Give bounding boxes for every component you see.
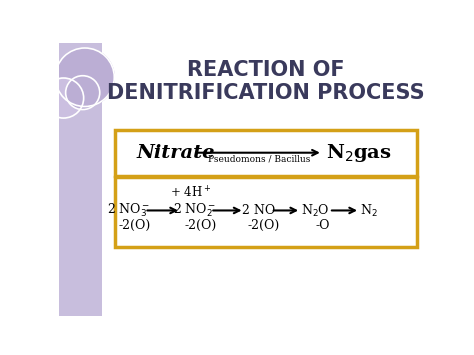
- Text: N$_2$O: N$_2$O: [301, 202, 329, 219]
- Bar: [115, 178, 417, 247]
- Text: -2(O): -2(O): [184, 219, 217, 231]
- Text: N$_2$gas: N$_2$gas: [326, 142, 392, 164]
- Text: N$_2$: N$_2$: [360, 202, 378, 219]
- Text: REACTION OF: REACTION OF: [187, 60, 345, 80]
- Text: DENITRIFICATION PROCESS: DENITRIFICATION PROCESS: [108, 83, 425, 103]
- Bar: [59, 43, 102, 316]
- Circle shape: [55, 48, 114, 106]
- Text: -2(O): -2(O): [118, 219, 151, 231]
- Text: 2 NO$_2^-$: 2 NO$_2^-$: [173, 202, 217, 219]
- Text: + 4H$^+$: + 4H$^+$: [171, 185, 211, 201]
- Text: 2 NO: 2 NO: [242, 204, 275, 217]
- Bar: [115, 130, 417, 176]
- Text: Nitrate: Nitrate: [137, 144, 215, 162]
- Text: -2(O): -2(O): [248, 219, 280, 231]
- Text: 2 NO$_3^-$: 2 NO$_3^-$: [107, 202, 151, 219]
- Circle shape: [65, 76, 100, 110]
- Text: -O: -O: [316, 219, 330, 231]
- Text: Pseudomons / Bacillus: Pseudomons / Bacillus: [208, 154, 310, 164]
- Circle shape: [43, 78, 84, 118]
